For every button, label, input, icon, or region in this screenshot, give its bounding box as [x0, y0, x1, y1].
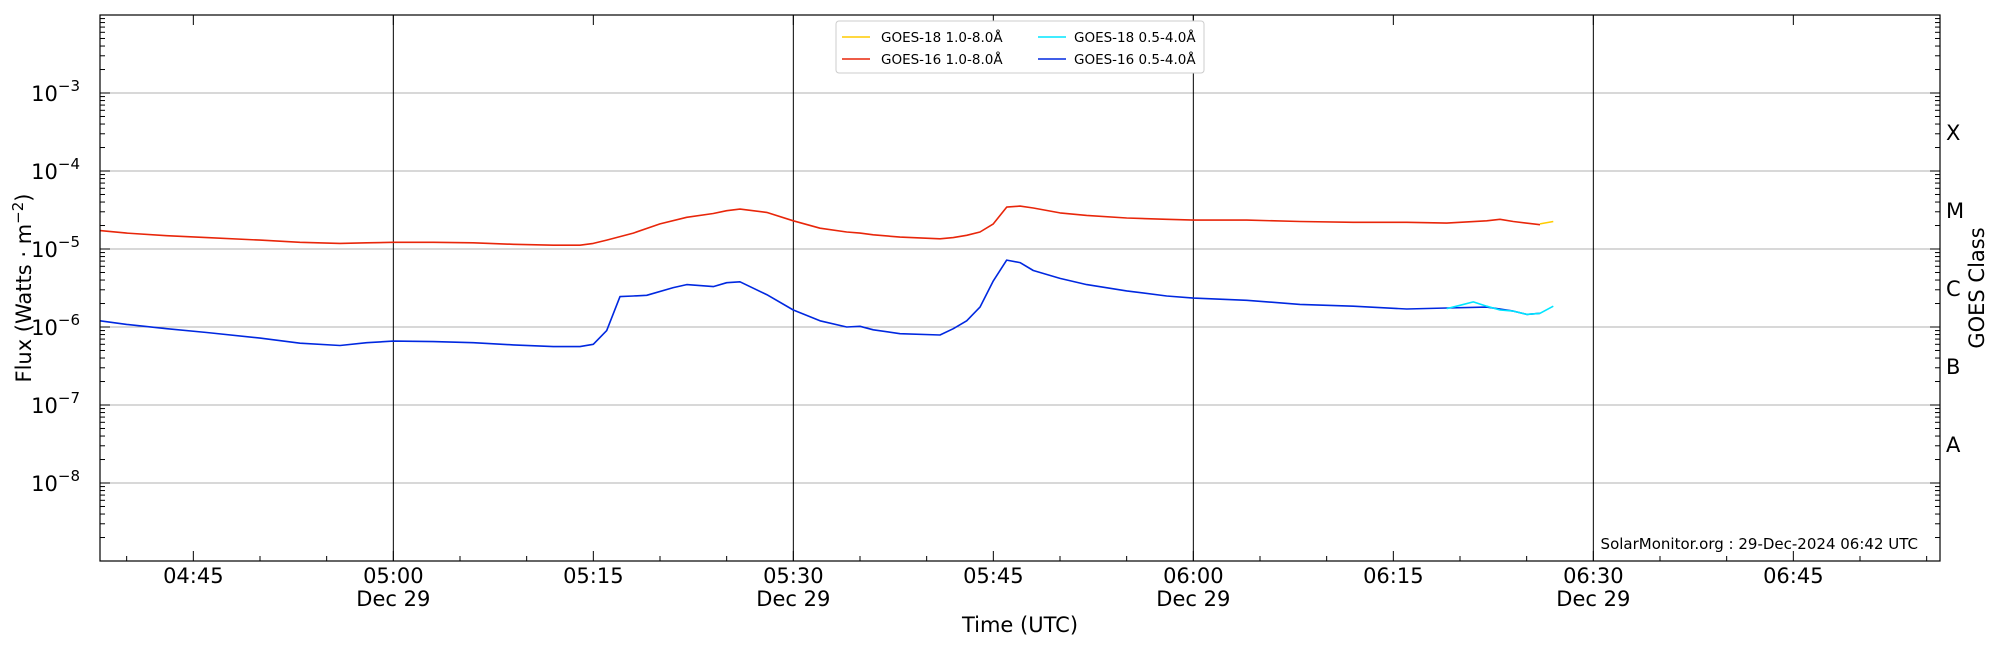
x-tick-label: 06:30 [1563, 564, 1624, 588]
x-tick-label: 05:15 [563, 564, 624, 588]
goes-class-label: M [1946, 199, 1964, 223]
y-tick-label-exponent: −5 [58, 233, 80, 251]
x-tick-date-label: Dec 29 [1156, 587, 1230, 611]
y-tick-label-exponent: −6 [58, 311, 80, 329]
plot-frame [99, 14, 1941, 562]
y-tick-label: 10−8 [31, 467, 80, 496]
series-goes16-long [99, 205, 1541, 246]
y-tick-label-exponent: −7 [58, 389, 80, 407]
x-tick-label: 05:00 [363, 564, 424, 588]
series-goes18-short [1446, 301, 1554, 316]
y-tick-label: 10−6 [31, 311, 80, 340]
y-tick-label-exponent: −3 [58, 77, 80, 95]
x-tick-label: 05:45 [963, 564, 1024, 588]
grid-layer [100, 15, 1940, 561]
y-axis-title-main: Flux (Watts · m [12, 224, 36, 383]
y-axis-title-close: ) [12, 193, 36, 201]
goes-class-label: X [1946, 121, 1960, 145]
legend-label-goes18-short: GOES-18 0.5-4.0Å [1074, 29, 1196, 46]
x-tick-date-label: Dec 29 [1556, 587, 1630, 611]
y-tick-label: 10−4 [31, 155, 80, 184]
credit-text: SolarMonitor.org : 29-Dec-2024 06:42 UTC [1601, 535, 1918, 553]
y-tick-label-exponent: −4 [58, 155, 80, 173]
y-axis-title: Flux (Watts · m−2) [9, 193, 36, 382]
series-goes16-short [99, 259, 1541, 348]
x-tick-label: 06:00 [1163, 564, 1224, 588]
legend-label-goes16-short: GOES-16 0.5-4.0Å [1074, 51, 1196, 68]
legend-box [835, 20, 1205, 74]
x-tick-label: 06:45 [1763, 564, 1824, 588]
ticks-layer [100, 15, 1940, 562]
y-tick-label-base: 10 [31, 394, 58, 418]
goes-class-label: C [1946, 277, 1961, 301]
y-tick-label-exponent: −8 [58, 467, 80, 485]
y-tick-label-base: 10 [31, 316, 58, 340]
series-layer [99, 205, 1554, 348]
y-tick-label-base: 10 [31, 238, 58, 262]
series-goes18-long [1539, 220, 1554, 225]
y-tick-label-base: 10 [31, 82, 58, 106]
goes-class-axis-title: GOES Class [1965, 227, 1989, 348]
x-tick-label: 04:45 [163, 564, 224, 588]
legend-label-goes16-long: GOES-16 1.0-8.0Å [881, 51, 1003, 68]
x-tick-date-label: Dec 29 [356, 587, 430, 611]
x-tick-label: 06:15 [1363, 564, 1424, 588]
y-tick-label: 10−3 [31, 77, 80, 106]
goes-class-label: A [1946, 433, 1961, 457]
x-axis-title: Time (UTC) [961, 613, 1078, 637]
x-tick-label: 05:30 [763, 564, 824, 588]
legend: GOES-18 1.0-8.0Å GOES-18 0.5-4.0Å GOES-1… [835, 20, 1205, 74]
y-tick-label-base: 10 [31, 160, 58, 184]
legend-label-goes18-long: GOES-18 1.0-8.0Å [881, 29, 1003, 46]
y-tick-label: 10−7 [31, 389, 80, 418]
y-tick-label: 10−5 [31, 233, 80, 262]
x-tick-date-label: Dec 29 [756, 587, 830, 611]
goes-class-label: B [1946, 355, 1960, 379]
y-axis-title-exponent: −2 [9, 202, 27, 224]
y-tick-label-base: 10 [31, 472, 58, 496]
